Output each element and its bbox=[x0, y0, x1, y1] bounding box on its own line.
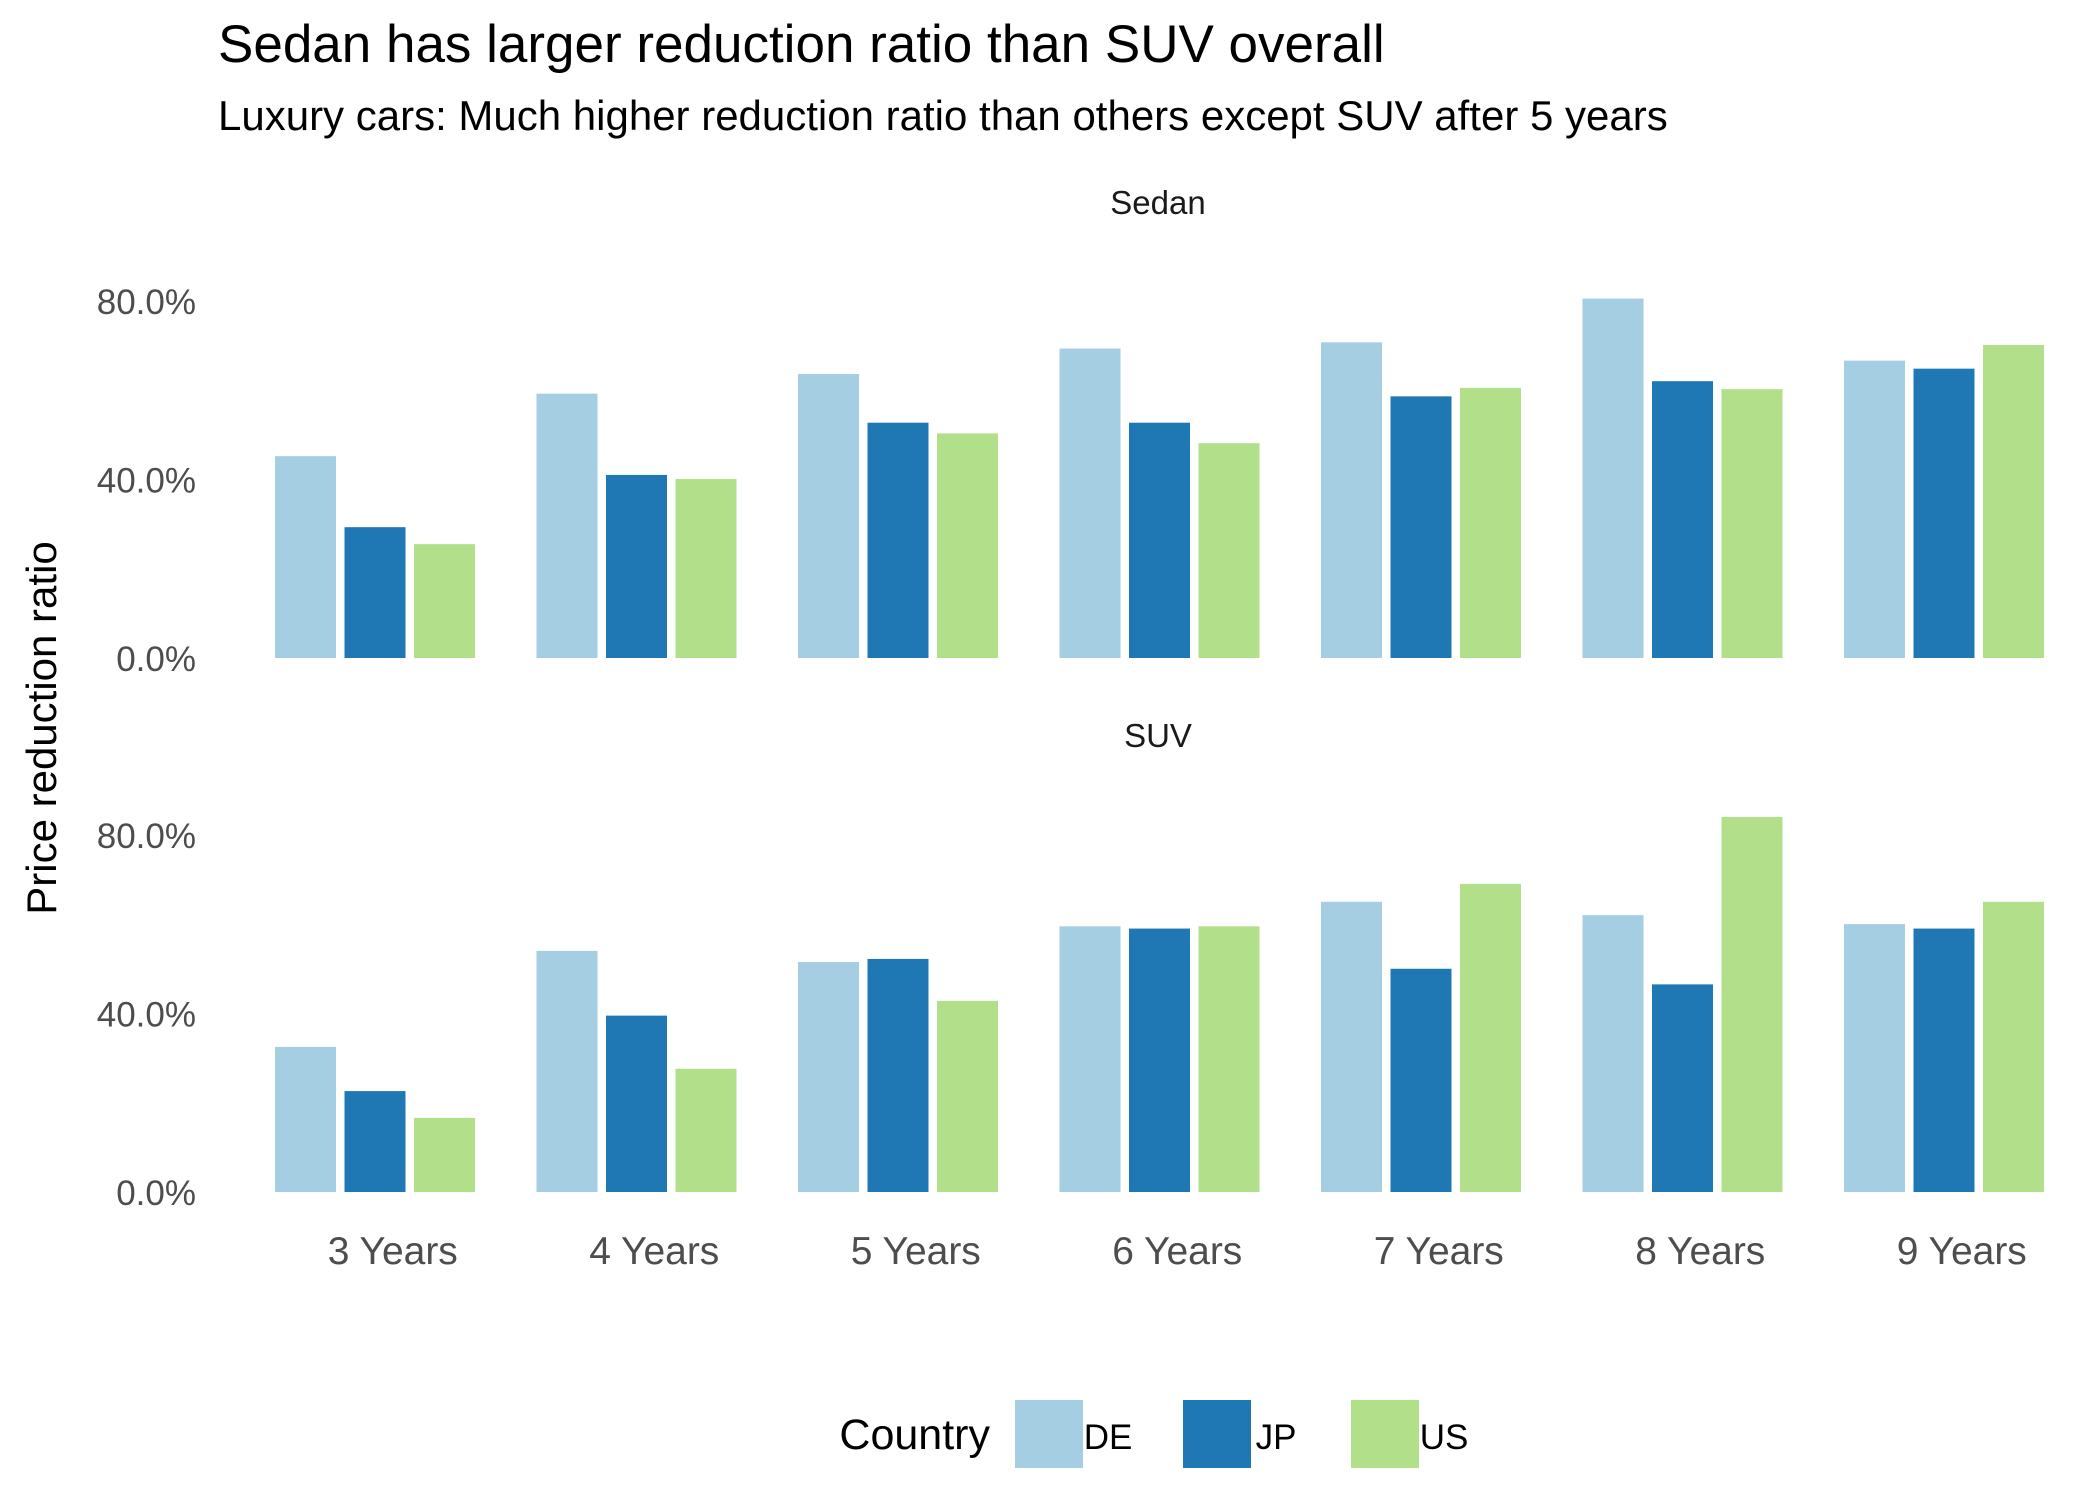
bar-sedan-us bbox=[1721, 389, 1783, 658]
bar-suv-de bbox=[798, 962, 859, 1192]
y-tick-label: 0.0% bbox=[116, 1174, 196, 1213]
bar-suv-jp bbox=[606, 1015, 667, 1192]
bar-suv-jp bbox=[867, 958, 929, 1192]
bar-suv-de bbox=[1844, 924, 1905, 1192]
x-tick-label: 7 Years bbox=[1374, 1230, 1504, 1273]
bar-sedan-de bbox=[798, 374, 859, 658]
x-tick-label: 3 Years bbox=[328, 1230, 458, 1273]
bar-sedan-us bbox=[414, 544, 475, 658]
bar-sedan-jp bbox=[606, 474, 667, 658]
bar-suv-de bbox=[1582, 915, 1644, 1192]
legend-label-us: US bbox=[1420, 1418, 1469, 1457]
bar-sedan-de bbox=[1844, 360, 1905, 658]
bar-sedan-us bbox=[937, 433, 998, 658]
x-tick-label: 6 Years bbox=[1112, 1230, 1242, 1273]
bar-suv-us bbox=[1460, 883, 1521, 1192]
legend-title: Country bbox=[839, 1411, 990, 1459]
y-tick-label: 40.0% bbox=[97, 461, 196, 500]
bar-suv-us bbox=[1721, 816, 1783, 1192]
y-axis-title: Price reduction ratio bbox=[18, 541, 65, 915]
bar-suv-us bbox=[675, 1068, 737, 1192]
y-tick-label: 80.0% bbox=[97, 817, 196, 856]
bar-sedan-us bbox=[1198, 443, 1260, 658]
bar-suv-jp bbox=[1390, 968, 1452, 1192]
facet-strip-suv: SUV bbox=[1124, 717, 1192, 754]
legend-label-de: DE bbox=[1084, 1418, 1133, 1457]
bar-suv-us bbox=[414, 1117, 475, 1192]
bar-suv-jp bbox=[344, 1091, 406, 1192]
bar-suv-de bbox=[536, 950, 598, 1192]
y-tick-label: 40.0% bbox=[97, 995, 196, 1034]
bar-suv-de bbox=[275, 1046, 336, 1192]
x-tick-label: 9 Years bbox=[1897, 1230, 2027, 1273]
legend-key-de bbox=[1015, 1400, 1083, 1468]
bar-suv-de bbox=[1321, 901, 1382, 1192]
bar-sedan-jp bbox=[1390, 396, 1452, 658]
bar-suv-jp bbox=[1652, 984, 1713, 1192]
legend-label-jp: JP bbox=[1256, 1418, 1297, 1457]
bar-sedan-de bbox=[1582, 298, 1644, 658]
legend-key-jp bbox=[1183, 1400, 1251, 1468]
chart-title: Sedan has larger reduction ratio than SU… bbox=[218, 15, 1385, 74]
bar-suv-us bbox=[1983, 901, 2044, 1192]
bar-sedan-de bbox=[1059, 348, 1121, 658]
bar-sedan-de bbox=[275, 456, 336, 658]
bar-suv-de bbox=[1059, 926, 1121, 1192]
facet-strip-sedan: Sedan bbox=[1110, 184, 1205, 221]
x-tick-label: 5 Years bbox=[851, 1230, 981, 1273]
bar-sedan-us bbox=[675, 478, 737, 658]
legend-key-us bbox=[1351, 1400, 1419, 1468]
y-tick-label: 0.0% bbox=[116, 640, 196, 679]
bar-sedan-jp bbox=[1652, 381, 1713, 658]
bar-suv-us bbox=[937, 1000, 998, 1192]
chart-subtitle: Luxury cars: Much higher reduction ratio… bbox=[218, 92, 1668, 139]
bar-sedan-jp bbox=[1129, 422, 1190, 658]
bar-sedan-jp bbox=[1913, 368, 1975, 658]
bar-sedan-us bbox=[1460, 387, 1521, 658]
x-tick-label: 8 Years bbox=[1635, 1230, 1765, 1273]
bar-suv-jp bbox=[1913, 928, 1975, 1192]
x-tick-label: 4 Years bbox=[589, 1230, 719, 1273]
bar-sedan-de bbox=[536, 393, 598, 658]
bar-sedan-jp bbox=[344, 527, 406, 658]
bar-sedan-jp bbox=[867, 422, 929, 658]
bar-sedan-us bbox=[1983, 345, 2044, 658]
bar-suv-jp bbox=[1129, 928, 1190, 1192]
y-tick-label: 80.0% bbox=[97, 283, 196, 322]
bar-sedan-de bbox=[1321, 342, 1382, 658]
bar-suv-us bbox=[1198, 926, 1260, 1192]
